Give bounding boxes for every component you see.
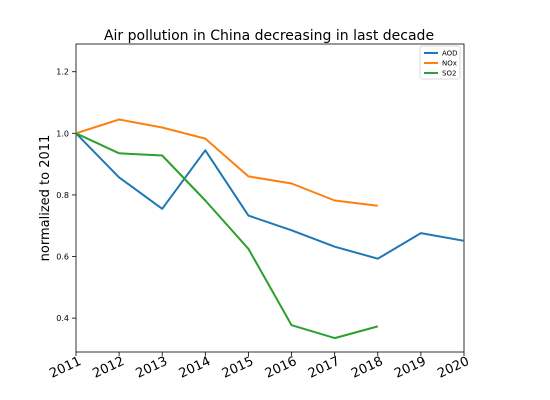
x-axis: 2011 2012 2013 2014 2015 2016 2017 2018 2019 2020 — [47, 352, 472, 382]
x-tick-label: 2017 — [306, 354, 342, 382]
y-tick-label: 0.8 — [56, 191, 69, 200]
legend: AOD NOx SO2 — [419, 45, 461, 80]
series-group — [75, 118, 465, 340]
x-tick-label: 2016 — [263, 354, 299, 382]
y-axis: 0.4 0.6 0.8 1.0 1.2 — [56, 68, 76, 323]
y-tick-label: 1.0 — [56, 129, 69, 138]
legend-label: NOx — [442, 60, 457, 68]
x-tick-label: 2013 — [134, 354, 170, 382]
y-tick-label: 0.4 — [56, 314, 69, 323]
x-tick-label: 2015 — [220, 354, 256, 382]
plot-frame — [75, 43, 465, 353]
chart-title: Air pollution in China decreasing in las… — [104, 28, 434, 44]
series-line-aod — [75, 132, 465, 260]
x-tick-label: 2011 — [47, 354, 83, 382]
legend-items: AOD NOx SO2 — [424, 50, 458, 78]
y-tick-label: 0.6 — [56, 253, 69, 262]
x-tick-label: 2012 — [90, 354, 126, 382]
x-tick-label: 2014 — [177, 354, 213, 382]
legend-box — [419, 45, 461, 80]
x-tick-label: 2020 — [435, 354, 471, 382]
x-tick-label: 2019 — [392, 354, 428, 382]
x-tick-label: 2018 — [349, 354, 385, 382]
series-line-so2 — [75, 132, 379, 340]
y-tick-label: 1.2 — [56, 68, 69, 77]
series-line-nox — [75, 118, 378, 207]
y-axis-label: normalized to 2011 — [38, 135, 53, 262]
legend-label: SO2 — [442, 70, 456, 78]
legend-label: AOD — [442, 50, 458, 58]
plot-area — [75, 43, 465, 353]
